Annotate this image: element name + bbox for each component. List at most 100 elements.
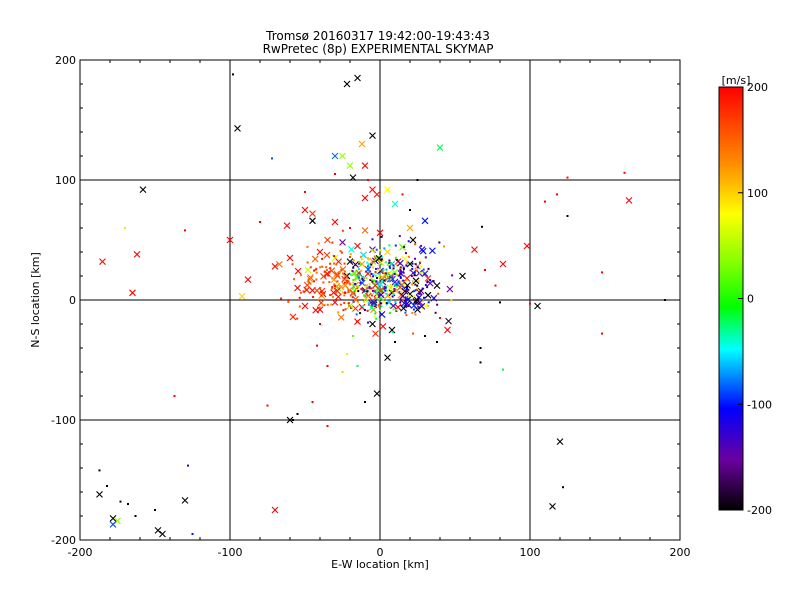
data-point-dot (426, 281, 429, 284)
data-point-dot (348, 255, 351, 258)
data-point-dot (372, 262, 375, 265)
data-point-dot (499, 301, 501, 304)
data-point-cross (328, 267, 336, 275)
data-point-cross (396, 259, 404, 267)
data-point-dot (367, 302, 370, 305)
data-point-dot (405, 302, 408, 305)
data-point-dot (317, 242, 320, 245)
data-point-dot (413, 290, 416, 293)
data-point-dot (335, 263, 338, 266)
data-point-dot (364, 294, 367, 297)
data-point-dot (364, 401, 366, 403)
data-point-dot (392, 308, 395, 311)
data-point-dot (385, 292, 388, 295)
data-point-cross (399, 292, 407, 300)
data-point-dot (187, 464, 189, 467)
data-point-cross (371, 282, 379, 289)
data-point-dot (349, 273, 352, 276)
data-point-dot (352, 266, 355, 269)
data-point-dot (414, 283, 417, 286)
data-point-dot (372, 250, 375, 253)
data-point-cross (426, 279, 434, 287)
data-point-dot (405, 287, 408, 290)
data-point-cross (301, 302, 309, 310)
data-point-cross (154, 527, 162, 534)
data-point-cross (339, 239, 346, 246)
data-point-dot (372, 266, 375, 269)
data-point-dot (362, 290, 365, 293)
y-tick-label: -200 (51, 534, 76, 547)
x-axis: -200 -100 0 100 200 (68, 60, 691, 559)
data-point-dot (417, 280, 420, 283)
data-point-dot (405, 264, 408, 267)
data-point-dot (329, 266, 332, 269)
data-point-dot (415, 269, 418, 272)
data-point-dot (402, 271, 405, 274)
data-point-dot (341, 229, 344, 232)
data-point-dot (298, 296, 301, 299)
data-point-cross (323, 251, 331, 259)
data-point-dot (119, 500, 122, 503)
data-point-dot (401, 298, 404, 301)
data-point-dot (376, 296, 379, 299)
data-point-dot (259, 221, 261, 223)
data-point-dot (154, 509, 156, 511)
data-point-dot (380, 302, 383, 305)
data-point-dot (368, 290, 371, 293)
data-point-dot (347, 302, 350, 305)
data-point-dot (374, 312, 377, 315)
data-point-dot (312, 295, 315, 298)
data-point-dot (378, 293, 381, 296)
data-point-dot (419, 261, 422, 264)
data-point-dot (327, 271, 330, 274)
data-point-cross (523, 242, 531, 250)
data-point-dot (356, 320, 359, 323)
data-point-dot (321, 303, 324, 306)
data-point-dot (379, 309, 382, 312)
data-point-cross (373, 390, 381, 397)
data-point-dot (331, 295, 334, 298)
data-point-dot (414, 263, 417, 266)
data-point-dot (343, 294, 346, 297)
data-point-cross (330, 289, 337, 297)
data-point-dot (319, 323, 321, 325)
data-point-cross (384, 248, 391, 256)
data-point-cross (369, 132, 376, 139)
data-point-dot (451, 274, 454, 277)
data-point-dot (378, 305, 381, 308)
data-point-dot (393, 289, 396, 292)
data-point-dot (372, 275, 375, 278)
y-tick-label: -100 (51, 414, 76, 427)
data-point-dot (363, 294, 366, 297)
data-point-dot (405, 278, 408, 281)
data-point-dot (566, 215, 569, 217)
data-point-cross (405, 301, 413, 309)
data-point-dot (326, 425, 329, 427)
data-point-dot (390, 290, 393, 293)
data-point-cross (417, 287, 425, 295)
data-point-dot (373, 290, 376, 293)
data-point-dot (326, 365, 329, 367)
data-point-dot (124, 227, 126, 229)
colorbar-tick-label: 100 (747, 187, 768, 200)
colorbar-tick-label: -100 (747, 398, 772, 411)
data-point-cross (349, 174, 357, 181)
data-point-cross (499, 260, 507, 268)
data-point-cross (387, 284, 395, 292)
data-point-dot (347, 280, 350, 283)
data-point-dot (393, 272, 396, 275)
data-point-dot (323, 270, 326, 273)
x-axis-label: E-W location [km] (331, 558, 429, 571)
data-point-dot (356, 287, 359, 290)
data-point-dot (437, 292, 440, 295)
data-point-dot (385, 278, 388, 281)
data-point-dot (325, 268, 328, 271)
data-point-dot (333, 255, 336, 258)
data-point-dot (399, 274, 402, 277)
data-point-dot (360, 269, 363, 272)
data-point-dot (371, 279, 374, 282)
data-point-dot (400, 273, 403, 276)
data-point-cross (133, 251, 141, 258)
data-point-dot (299, 274, 302, 277)
data-point-dot (321, 265, 324, 268)
